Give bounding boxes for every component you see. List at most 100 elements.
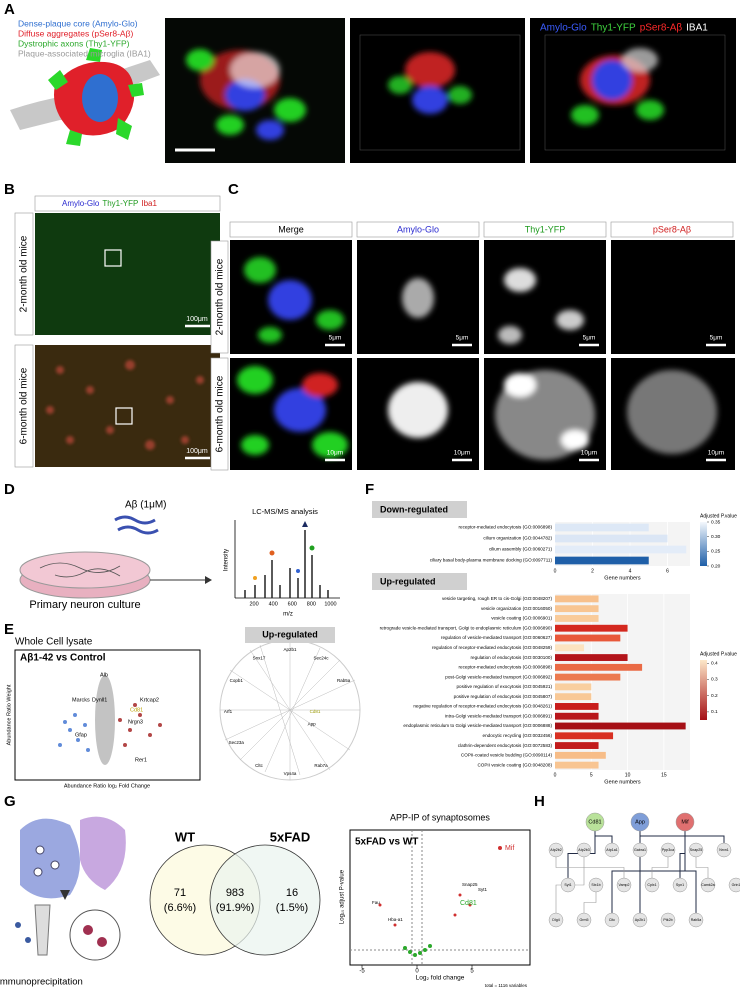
category-label: regulation of endocytosis (GO:0030100): [471, 655, 553, 660]
node-label: Atp1a1: [606, 848, 617, 852]
gene-label: Rer1: [135, 757, 147, 763]
node-label: Snap25: [690, 848, 702, 852]
x-tick-label: 0: [415, 969, 419, 975]
node: [660, 912, 676, 928]
x-tick-label: 400: [269, 601, 278, 607]
row-box: [210, 357, 229, 471]
title-box: [245, 627, 335, 643]
category-label: retrograde vesicle-mediated transport, G…: [380, 625, 553, 630]
gene-label: Cd81: [460, 900, 477, 907]
gene-label: Cd81: [310, 709, 321, 714]
gene-label: Syt1: [478, 887, 488, 892]
bar: [555, 683, 592, 691]
cell-culture-diagram: [19, 515, 340, 599]
node: [644, 877, 660, 893]
node: [632, 912, 648, 928]
scale-label: 100μm: [186, 316, 208, 323]
node-label: Stx1b: [591, 883, 600, 887]
node-label: Syt1: [564, 883, 571, 887]
x-tick-label: 5: [470, 969, 474, 975]
treatment-label: Aβ (1μM): [125, 500, 167, 511]
legend-entry: Plaque-associated microglia (IBA1): [18, 48, 151, 58]
bar: [555, 634, 621, 642]
gene-label: App: [308, 722, 317, 727]
node: [728, 877, 740, 893]
node-label: Dlg4: [552, 918, 559, 922]
bar: [555, 615, 599, 622]
axis-label: Gene numbers: [604, 575, 641, 581]
category-label: negative regulation of receptor-mediated…: [413, 704, 552, 709]
node: [672, 877, 688, 893]
gene-label: Hba-a1: [388, 917, 403, 922]
category-label: positive regulation of endocytosis (GO:0…: [454, 694, 553, 699]
axis-label: Abundance Ratio Weight: [6, 684, 12, 745]
axis-label: Abundance Ratio log₂ Fold Change: [64, 783, 150, 789]
gene-label: Rab5a: [337, 678, 351, 683]
scale-label: 5μm: [710, 335, 723, 342]
overlay-label: IBA1: [686, 23, 708, 34]
row-box: [210, 240, 229, 354]
gene-label: Nrgn3: [128, 719, 143, 725]
region-percent: (1.5%): [276, 902, 308, 914]
node: [548, 912, 564, 928]
column-box: [483, 221, 607, 238]
row-label: 6-month old mice: [19, 367, 30, 444]
node-label: Cltc: [609, 918, 615, 922]
category-label: clathrin-dependent endocytosis (GO:00725…: [458, 743, 553, 748]
bar: [555, 742, 599, 749]
gene-label: Cltc: [255, 763, 263, 768]
category-label: cilium organization (GO:0044782): [483, 536, 552, 541]
column-label: Merge: [278, 224, 304, 234]
colorbar-title: Adjusted P.value: [700, 513, 737, 519]
region-percent: (6.6%): [164, 902, 196, 914]
bar: [555, 732, 614, 740]
bar: [555, 605, 599, 613]
panel-b-images: [35, 213, 220, 467]
panel-e-graphics: [14, 639, 361, 781]
title-box: [372, 501, 467, 518]
node: [560, 877, 576, 893]
bar: [555, 545, 687, 554]
x-tick-label: 5: [590, 772, 593, 778]
node-label: Grm5: [580, 918, 589, 922]
culture-label: Primary neuron culture: [29, 599, 140, 611]
comparison-label: 5xFAD vs WT: [355, 837, 418, 848]
bar: [555, 673, 621, 681]
column-box: [356, 221, 480, 238]
node-label: Atp2b3: [578, 848, 589, 852]
node: [688, 842, 704, 858]
x-tick-label: -5: [359, 969, 365, 975]
node-label: Camk2a: [701, 883, 714, 887]
set-label: 5xFAD: [270, 829, 310, 844]
node: [630, 812, 650, 832]
x-tick-label: 2: [591, 568, 594, 574]
scale-label: 5μm: [456, 335, 469, 342]
row-label: 6-month old mice: [215, 375, 226, 452]
x-tick-label: 15: [661, 772, 667, 778]
category-label: regulation of receptor-mediated endocyto…: [432, 645, 552, 650]
gene-label: Marcks: [72, 697, 90, 703]
gene-label: Krtcap2: [140, 697, 159, 703]
gene-label: Alb: [100, 672, 108, 678]
bar: [555, 751, 606, 759]
region-count: 983: [226, 887, 244, 899]
category-label: vesicle targeting, rough ER to cis-Golgi…: [442, 596, 553, 601]
node-label: Cplx1: [647, 883, 656, 887]
column-label: Amylo-Glo: [397, 224, 439, 234]
panel-label: D: [4, 481, 15, 498]
bar: [555, 654, 628, 661]
x-tick-label: 0: [554, 772, 557, 778]
category-label: regulation of vesicle-mediated transport…: [441, 635, 553, 640]
x-tick-label: 10: [625, 772, 631, 778]
colorbar: [700, 522, 707, 566]
scale-label: 10μm: [327, 450, 343, 457]
category-label: vesicle organization (GO:0016050): [481, 606, 552, 611]
node-label: Mif: [681, 819, 689, 825]
node: [675, 812, 695, 832]
bar: [555, 644, 585, 652]
node: [604, 842, 620, 858]
region-count: 71: [174, 887, 186, 899]
plot-bg: [555, 594, 690, 770]
panel-label: G: [4, 793, 16, 810]
